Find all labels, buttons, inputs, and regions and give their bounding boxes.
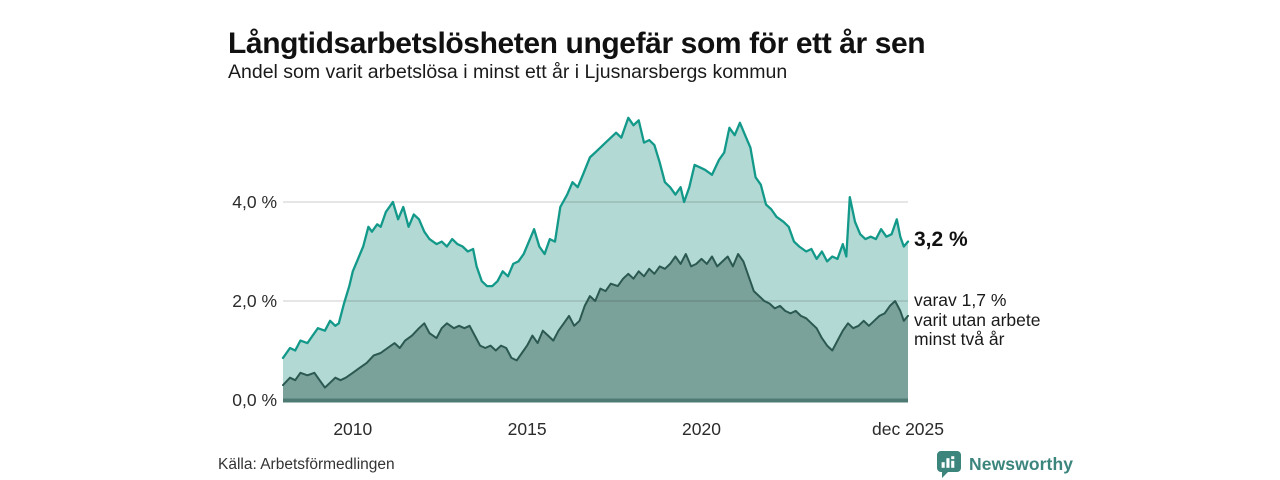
x-tick-label: 2020 [682, 419, 721, 439]
x-tick-label: 2010 [333, 419, 373, 439]
chart-subtitle: Andel som varit arbetslösa i minst ett å… [228, 61, 788, 83]
newsworthy-bubble-chart-icon [937, 450, 961, 478]
end-value-label-total: 3,2 % [914, 228, 968, 251]
annotation-line: varav 1,7 % [914, 290, 1007, 310]
y-tick-label: 4,0 % [232, 191, 277, 212]
annotation-line: minst två år [914, 329, 1005, 349]
arbetslosa-minst-ett-ar-line [281, 116, 910, 360]
y-tick-label: 2,0 % [232, 290, 277, 311]
x-axis-baseline [283, 398, 908, 403]
page-title: Långtidsarbetslösheten ungefär som för e… [228, 27, 926, 61]
source-attribution: Källa: Arbetsförmedlingen [218, 456, 395, 473]
x-tick-label: 2015 [507, 419, 547, 439]
x-tick-label: dec 2025 [871, 419, 945, 439]
arbetslosa-minst-tva-ar-line [282, 253, 909, 389]
newsworthy-wordmark: Newsworthy [969, 453, 1074, 474]
newsworthy-logo: Newsworthy [937, 450, 1073, 478]
annotation-line: varit utan arbete [914, 309, 1041, 330]
end-value-label-two-years: varav 1,7 % varit utan arbete minst två … [914, 290, 1041, 350]
arbetslosa-minst-tva-ar-area [283, 254, 908, 400]
y-tick-label: 0,0 % [232, 389, 277, 410]
